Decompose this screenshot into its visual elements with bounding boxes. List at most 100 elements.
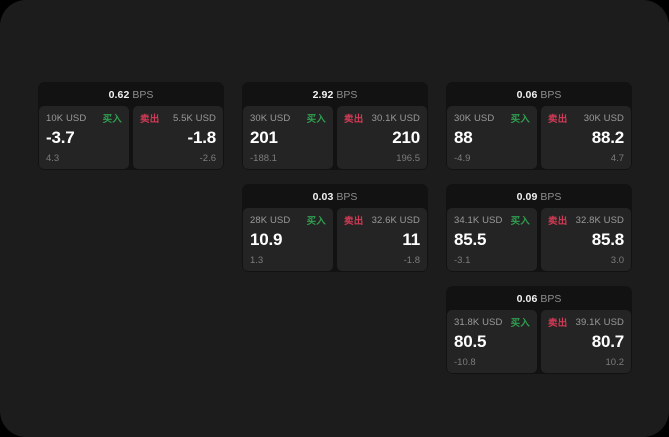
quote-card[interactable]: 0.03 BPS 28K USD 买入 10.9 1.3 卖出 [242, 184, 428, 272]
ask-price: -1.8 [187, 128, 217, 147]
buy-tag: 买入 [306, 114, 326, 125]
ask-price: 210 [392, 128, 420, 147]
ask-quantity: 32.6K USD [371, 214, 420, 226]
buy-tag: 买入 [102, 114, 122, 125]
card-sides: 30K USD 买入 88 -4.9 卖出 30K USD 88.2 4.7 [446, 106, 632, 170]
ask-side[interactable]: 卖出 39.1K USD 80.7 10.2 [541, 310, 631, 373]
bid-quantity: 30K USD [454, 112, 495, 124]
quote-card[interactable]: 0.06 BPS 30K USD 买入 88 -4.9 卖出 [446, 82, 632, 170]
quote-card[interactable]: 0.09 BPS 34.1K USD 买入 85.5 -3.1 卖出 [446, 184, 632, 272]
sell-tag: 卖出 [140, 114, 160, 125]
ask-delta: 4.7 [610, 153, 624, 164]
ask-price: 11 [402, 230, 420, 249]
quote-card[interactable]: 0.62 BPS 10K USD 买入 -3.7 4.3 卖出 [38, 82, 224, 170]
bid-price: 201 [250, 128, 278, 147]
bid-quantity: 10K USD [46, 112, 87, 124]
card-sides: 10K USD 买入 -3.7 4.3 卖出 5.5K USD -1.8 -2.… [38, 106, 224, 170]
ask-top-row: 卖出 32.8K USD [548, 214, 624, 228]
spread-unit: BPS [540, 89, 562, 101]
bid-side[interactable]: 28K USD 买入 10.9 1.3 [243, 208, 333, 271]
buy-tag: 买入 [510, 114, 530, 125]
ask-side[interactable]: 卖出 32.8K USD 85.8 3.0 [541, 208, 631, 271]
ask-delta: 3.0 [610, 255, 624, 266]
card-sides: 30K USD 买入 201 -188.1 卖出 30.1K USD 210 1… [242, 106, 428, 170]
bid-top-row: 30K USD 买入 [454, 112, 530, 126]
quote-card[interactable]: 2.92 BPS 30K USD 买入 201 -188.1 卖出 [242, 82, 428, 170]
bid-price: 85.5 [454, 230, 487, 249]
ask-quantity: 30K USD [583, 112, 624, 124]
bid-top-row: 10K USD 买入 [46, 112, 122, 126]
bid-price: 80.5 [454, 332, 487, 351]
bid-delta: 4.3 [46, 153, 60, 164]
ask-top-row: 卖出 30.1K USD [344, 112, 420, 126]
spread-value: 0.06 [516, 293, 538, 305]
bid-top-row: 30K USD 买入 [250, 112, 326, 126]
ask-delta: -1.8 [403, 255, 420, 266]
bid-quantity: 31.8K USD [454, 316, 503, 328]
card-header: 0.62 BPS [38, 82, 224, 106]
sell-tag: 卖出 [548, 114, 568, 125]
bid-price: 10.9 [250, 230, 283, 249]
bid-side[interactable]: 31.8K USD 买入 80.5 -10.8 [447, 310, 537, 373]
ask-side[interactable]: 卖出 30.1K USD 210 196.5 [337, 106, 427, 169]
ask-side[interactable]: 卖出 5.5K USD -1.8 -2.6 [133, 106, 223, 169]
ask-delta: 10.2 [605, 357, 625, 368]
spread-value: 0.06 [516, 89, 538, 101]
spread-value: 2.92 [312, 89, 334, 101]
spread-value: 0.03 [312, 191, 334, 203]
card-sides: 31.8K USD 买入 80.5 -10.8 卖出 39.1K USD 80.… [446, 310, 632, 374]
bid-delta: -3.1 [454, 255, 471, 266]
ask-quantity: 39.1K USD [575, 316, 624, 328]
ask-price: 88.2 [591, 128, 624, 147]
buy-tag: 买入 [306, 216, 326, 227]
ask-quantity: 32.8K USD [575, 214, 624, 226]
ask-quantity: 5.5K USD [172, 112, 216, 124]
quote-column-2: 2.92 BPS 30K USD 买入 201 -188.1 卖出 [242, 82, 428, 286]
spread-unit: BPS [132, 89, 154, 101]
card-header: 0.09 BPS [446, 184, 632, 208]
card-header: 0.06 BPS [446, 286, 632, 310]
bid-side[interactable]: 30K USD 买入 201 -188.1 [243, 106, 333, 169]
buy-tag: 买入 [510, 216, 530, 227]
sell-tag: 卖出 [344, 114, 364, 125]
ask-price: 80.7 [591, 332, 624, 351]
bid-delta: 1.3 [250, 255, 264, 266]
spread-unit: BPS [540, 191, 562, 203]
bid-top-row: 34.1K USD 买入 [454, 214, 530, 228]
spread-unit: BPS [540, 293, 562, 305]
ask-side[interactable]: 卖出 32.6K USD 11 -1.8 [337, 208, 427, 271]
ask-top-row: 卖出 32.6K USD [344, 214, 420, 228]
bid-delta: -188.1 [250, 153, 277, 164]
quote-column-1: 0.62 BPS 10K USD 买入 -3.7 4.3 卖出 [38, 82, 224, 184]
card-header: 0.03 BPS [242, 184, 428, 208]
spread-value: 0.09 [516, 191, 538, 203]
bid-quantity: 28K USD [250, 214, 291, 226]
ask-delta: 196.5 [396, 153, 420, 164]
card-header: 0.06 BPS [446, 82, 632, 106]
ask-top-row: 卖出 5.5K USD [140, 112, 216, 126]
card-sides: 34.1K USD 买入 85.5 -3.1 卖出 32.8K USD 85.8… [446, 208, 632, 272]
bid-price: 88 [454, 128, 473, 147]
bid-top-row: 31.8K USD 买入 [454, 316, 530, 330]
ask-price: 85.8 [591, 230, 624, 249]
ask-top-row: 卖出 30K USD [548, 112, 624, 126]
buy-tag: 买入 [510, 318, 530, 329]
sell-tag: 卖出 [548, 216, 568, 227]
quote-board: 0.62 BPS 10K USD 买入 -3.7 4.3 卖出 [38, 82, 638, 392]
ask-quantity: 30.1K USD [371, 112, 420, 124]
bid-side[interactable]: 30K USD 买入 88 -4.9 [447, 106, 537, 169]
quote-card[interactable]: 0.06 BPS 31.8K USD 买入 80.5 -10.8 卖出 [446, 286, 632, 374]
bid-quantity: 34.1K USD [454, 214, 503, 226]
bid-price: -3.7 [46, 128, 75, 147]
ask-side[interactable]: 卖出 30K USD 88.2 4.7 [541, 106, 631, 169]
spread-value: 0.62 [108, 89, 130, 101]
quote-column-3: 0.06 BPS 30K USD 买入 88 -4.9 卖出 [446, 82, 632, 388]
bid-side[interactable]: 34.1K USD 买入 85.5 -3.1 [447, 208, 537, 271]
spread-unit: BPS [336, 89, 358, 101]
bid-delta: -10.8 [454, 357, 476, 368]
ask-delta: -2.6 [199, 153, 216, 164]
bid-side[interactable]: 10K USD 买入 -3.7 4.3 [39, 106, 129, 169]
card-sides: 28K USD 买入 10.9 1.3 卖出 32.6K USD 11 -1.8 [242, 208, 428, 272]
bid-delta: -4.9 [454, 153, 471, 164]
